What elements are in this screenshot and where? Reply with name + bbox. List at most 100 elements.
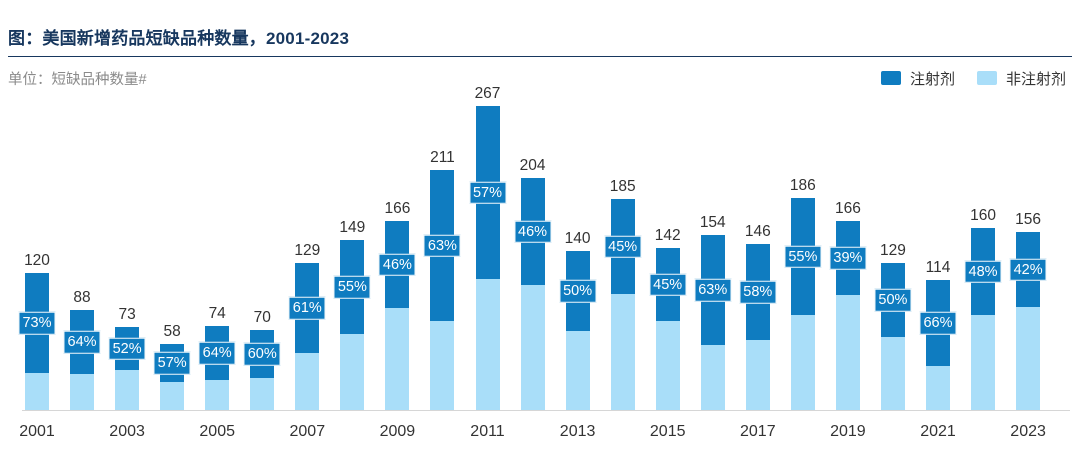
injectable-segment: 46% [378, 221, 416, 308]
injectable-pct-label: 45% [604, 235, 642, 258]
bar-total-label: 88 [73, 288, 91, 306]
bar-total-label: 73 [118, 305, 136, 323]
non-injectable-segment [835, 295, 860, 410]
bar-column-2001: 120 73% [18, 252, 56, 410]
injectable-segment: 48% [964, 228, 1002, 315]
injectable-pct-label: 57% [468, 181, 507, 204]
bar-column-2018: 186 55% [784, 177, 822, 410]
x-axis-tick-label: 2009 [379, 423, 416, 440]
bar-total-label: 166 [834, 199, 861, 217]
x-axis-tick-label: 2017 [740, 423, 776, 440]
injectable-segment: 57% [468, 106, 507, 279]
non-injectable-segment [25, 373, 49, 410]
injectable-segment: 55% [333, 240, 371, 334]
non-injectable-segment [340, 334, 365, 410]
bar-total-label: 74 [208, 304, 226, 322]
injectable-pct-label: 42% [1009, 258, 1047, 281]
injectable-segment: 46% [514, 178, 552, 285]
injectable-pct-label: 57% [153, 351, 191, 375]
stacked-bar-chart: 120 73% 2001 88 64% 73 52% 2003 58 57% 74 64% 2005 70… [0, 85, 1080, 440]
unit-label: 单位：短缺品种数量# [8, 71, 147, 88]
injectable-pct-label: 50% [559, 279, 597, 303]
x-axis-tick-label: 2011 [470, 423, 505, 440]
bar-total-label: 204 [519, 156, 546, 174]
injectable-pct-label: 52% [108, 337, 146, 360]
injectable-pct-label: 73% [18, 311, 56, 335]
non-injectable-segment [971, 315, 996, 410]
bar-column-2013: 140 50% [559, 230, 597, 410]
injectable-segment: 64% [198, 326, 236, 380]
bar-column-2017: 146 58% [739, 223, 777, 410]
bar-total-label: 129 [880, 241, 906, 259]
injectable-pct-label: 60% [243, 342, 281, 366]
bar-column-2015: 142 45% [649, 227, 687, 410]
bar-column-2008: 149 55% [333, 219, 371, 410]
subheader-row: 单位：短缺品种数量# 注射剂 非注射剂 [8, 67, 1066, 89]
injectable-segment: 52% [108, 327, 146, 370]
injectable-segment: 64% [63, 310, 101, 374]
bar-total-label: 185 [609, 177, 636, 195]
bar-column-2016: 154 63% [694, 214, 732, 410]
injectable-pct-label: 48% [964, 260, 1002, 283]
figure-title: 图：美国新增药品短缺品种数量，2001-2023 [8, 29, 350, 48]
legend-label-noninjectable: 非注射剂 [1005, 70, 1066, 88]
bar-column-2006: 70 60% [243, 309, 281, 410]
injectable-segment: 42% [1009, 232, 1047, 307]
bar-column-2005: 74 64% [198, 305, 236, 410]
legend-swatch-noninjectable-icon [976, 71, 997, 85]
non-injectable-segment [475, 279, 500, 410]
non-injectable-segment [160, 382, 185, 410]
bar-column-2009: 166 46% [378, 200, 416, 410]
bar-column-2010: 211 63% [423, 149, 461, 410]
bar-column-2022: 160 48% [964, 207, 1002, 410]
non-injectable-segment [745, 340, 770, 410]
bar-total-label: 58 [163, 322, 181, 340]
x-axis-tick-label: 2003 [109, 423, 145, 440]
injectable-segment: 45% [604, 199, 642, 294]
non-injectable-segment [926, 366, 950, 410]
non-injectable-segment [610, 294, 635, 410]
injectable-pct-label: 39% [829, 246, 867, 270]
bar-column-2014: 185 45% [604, 178, 642, 410]
bar-column-2002: 88 64% [63, 289, 101, 410]
non-injectable-segment [250, 378, 275, 410]
bar-total-label: 149 [339, 218, 366, 236]
injectable-pct-label: 55% [333, 275, 371, 299]
injectable-pct-label: 61% [288, 296, 326, 320]
bar-column-2020: 129 50% [874, 242, 912, 410]
bar-total-label: 70 [253, 308, 271, 326]
x-axis-tick-label: 2013 [559, 423, 596, 440]
injectable-segment: 50% [559, 251, 597, 331]
injectable-segment: 73% [18, 273, 56, 373]
injectable-pct-label: 66% [919, 311, 957, 335]
injectable-pct-label: 55% [784, 245, 822, 268]
injectable-pct-label: 64% [63, 330, 101, 354]
injectable-segment: 39% [829, 221, 867, 295]
bar-total-label: 146 [744, 222, 771, 240]
non-injectable-segment [1016, 307, 1041, 410]
injectable-segment: 50% [874, 263, 912, 337]
non-injectable-segment [295, 353, 320, 410]
legend-swatch-injectable-icon [880, 71, 901, 85]
bar-total-label: 156 [1015, 210, 1042, 228]
bar-column-2011: 267 57% [468, 85, 507, 410]
bar-column-2003: 73 52% [108, 306, 146, 410]
non-injectable-segment [385, 308, 410, 410]
non-injectable-segment [205, 380, 230, 410]
injectable-pct-label: 64% [198, 341, 236, 365]
x-axis-tick-label: 2001 [19, 423, 55, 440]
bar-total-label: 120 [24, 251, 50, 269]
chart-legend: 注射剂 非注射剂 [880, 68, 1066, 89]
x-axis-tick-label: 2005 [199, 423, 235, 440]
bar-total-label: 160 [970, 206, 996, 224]
bar-total-label: 211 [430, 148, 455, 166]
bar-column-2019: 166 39% [829, 200, 867, 410]
injectable-segment: 61% [288, 263, 326, 353]
bar-total-label: 142 [654, 226, 681, 244]
bar-total-label: 154 [699, 213, 726, 231]
bar-column-2012: 204 46% [514, 157, 552, 410]
bar-total-label: 140 [564, 229, 591, 247]
injectable-segment: 45% [649, 248, 687, 321]
injectable-pct-label: 63% [423, 234, 461, 257]
non-injectable-segment [880, 337, 905, 410]
